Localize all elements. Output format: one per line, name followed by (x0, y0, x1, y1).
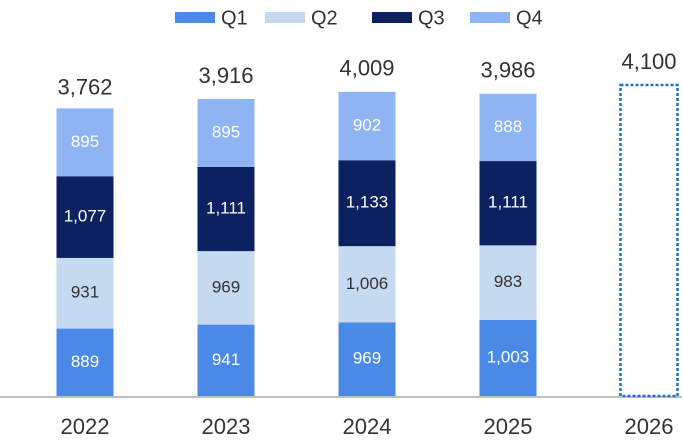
bar-segment (56, 176, 114, 258)
x-tick-label: 2026 (625, 414, 674, 439)
legend-label: Q4 (516, 7, 543, 29)
legend-swatch (372, 12, 412, 23)
segment-label: 1,003 (487, 347, 530, 366)
segment-label: 983 (494, 272, 522, 291)
segment-label: 895 (212, 122, 240, 141)
segment-label: 1,077 (64, 207, 107, 226)
legend-swatch (470, 12, 510, 23)
bar-segment (56, 108, 114, 177)
segment-label: 895 (71, 132, 99, 151)
x-tick-label: 2025 (484, 414, 533, 439)
legend-label: Q3 (418, 7, 445, 29)
bar-segment (197, 324, 255, 396)
bar-segment (197, 166, 255, 252)
segment-label: 1,006 (346, 274, 389, 293)
segment-label: 931 (71, 283, 99, 302)
segment-label: 941 (212, 350, 240, 369)
bar-segment (56, 257, 114, 329)
segment-label: 1,111 (488, 193, 528, 212)
total-label: 3,762 (57, 74, 112, 99)
bar-segment (479, 161, 537, 246)
bar-segment (197, 251, 255, 325)
total-label: 3,986 (480, 57, 535, 82)
legend-label: Q2 (311, 7, 338, 29)
total-label: 3,916 (198, 63, 253, 88)
bar-segment (197, 98, 255, 167)
bar-segment (338, 246, 396, 323)
bar-segment (479, 245, 537, 320)
legend-swatch (175, 12, 215, 23)
bar-segment (479, 93, 537, 162)
x-tick-label: 2024 (343, 414, 392, 439)
bar-segment (338, 322, 396, 396)
legend-swatch (265, 12, 305, 23)
bar-segment (338, 91, 396, 161)
bar-segment (56, 328, 114, 396)
bar-segment (479, 319, 537, 396)
segment-label: 969 (353, 349, 381, 368)
segment-label: 1,133 (346, 193, 389, 212)
outline-bar (619, 83, 679, 398)
legend-label: Q1 (221, 7, 248, 29)
segment-label: 889 (71, 352, 99, 371)
segment-label: 1,111 (206, 198, 246, 217)
bar-segment (338, 160, 396, 247)
x-tick-label: 2022 (61, 414, 110, 439)
segment-label: 902 (353, 116, 381, 135)
x-tick-label: 2023 (202, 414, 251, 439)
total-label: 4,009 (339, 56, 394, 81)
segment-label: 969 (212, 277, 240, 296)
segment-label: 888 (494, 117, 522, 136)
total-label: 4,100 (621, 49, 676, 74)
